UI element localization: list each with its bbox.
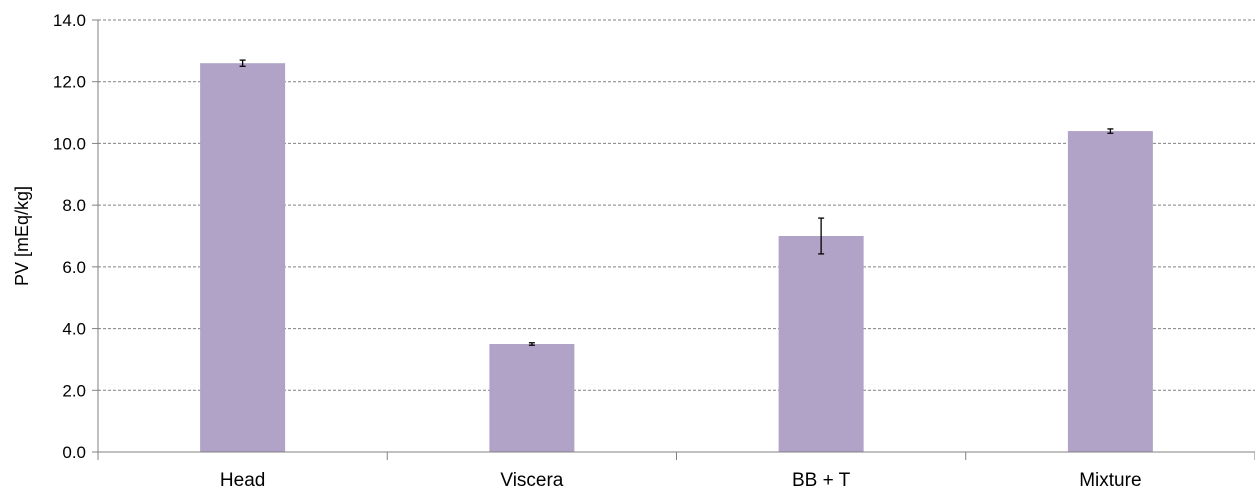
bar-bb-t [778, 236, 864, 452]
gridlines [92, 19, 1255, 453]
error-bar [1107, 128, 1114, 134]
y-tick-label: 4.0 [62, 320, 86, 339]
y-tick-labels: 0.0 2.0 4.0 6.0 8.0 10.0 12.0 14.0 [53, 11, 86, 462]
bar-mixture [1067, 131, 1153, 453]
x-category-label: Head [220, 470, 265, 491]
x-category-label: Mixture [1079, 470, 1141, 491]
y-tick-label: 0.0 [62, 443, 86, 462]
y-tick-label: 10.0 [53, 134, 86, 153]
axes [97, 20, 1255, 460]
bar-head [200, 63, 286, 452]
x-category-label: Viscera [500, 470, 563, 491]
y-axis-title: PV [mEq/kg] [12, 186, 32, 286]
y-tick-label: 6.0 [62, 258, 86, 277]
y-tick-label: 14.0 [53, 11, 86, 30]
error-bar [528, 342, 535, 346]
y-tick-label: 8.0 [62, 196, 86, 215]
y-tick-label: 2.0 [62, 381, 86, 400]
error-bars [239, 59, 1114, 346]
x-category-label: BB + T [792, 470, 851, 491]
error-bar [239, 59, 246, 67]
error-bar [818, 217, 825, 255]
x-category-labels: Head Viscera BB + T Mixture [220, 470, 1142, 491]
bar-viscera [489, 344, 575, 452]
y-tick-label: 12.0 [53, 73, 86, 92]
bars [200, 63, 1153, 453]
